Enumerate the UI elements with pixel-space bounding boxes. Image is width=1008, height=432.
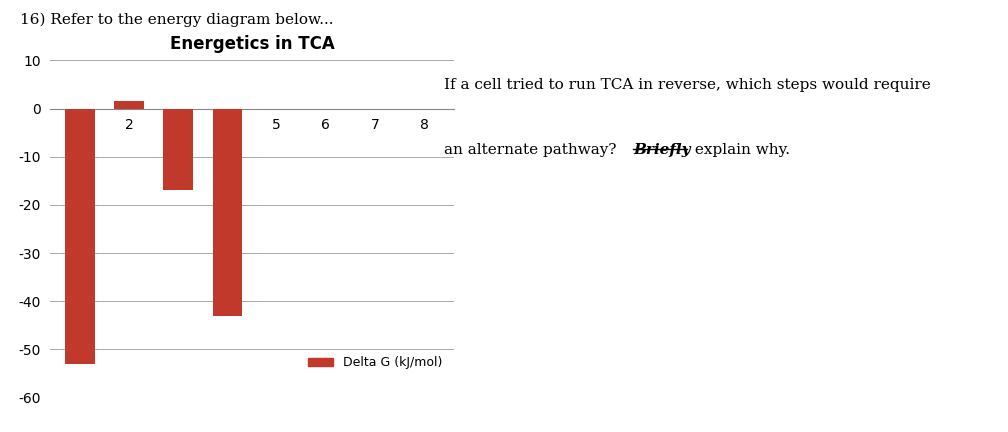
Title: Energetics in TCA: Energetics in TCA	[169, 35, 335, 54]
Text: If a cell tried to run TCA in reverse, which steps would require: If a cell tried to run TCA in reverse, w…	[444, 78, 930, 92]
Bar	[163, 108, 193, 191]
Bar	[114, 102, 144, 108]
Text: an alternate pathway?: an alternate pathway?	[444, 143, 621, 156]
Text: explain why.: explain why.	[690, 143, 790, 156]
Bar	[66, 108, 95, 364]
Bar	[213, 108, 242, 316]
Text: Briefly: Briefly	[633, 143, 690, 156]
Text: 16) Refer to the energy diagram below...: 16) Refer to the energy diagram below...	[20, 13, 334, 27]
Legend: Delta G (kJ/mol): Delta G (kJ/mol)	[303, 351, 448, 375]
